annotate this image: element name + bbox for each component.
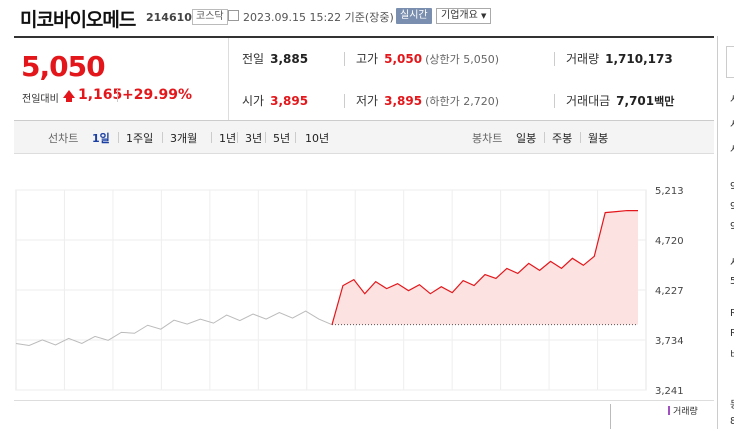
tab-divider xyxy=(544,132,545,143)
tab-10y[interactable]: 10년 xyxy=(305,132,330,145)
price-chart: 5,213 4,720 4,227 3,734 3,241 xyxy=(15,186,684,397)
trade-value-label: 거래대금 xyxy=(566,94,611,108)
current-price: 5,050 xyxy=(21,50,106,83)
high-value: 5,050 xyxy=(384,52,423,66)
price-box: 5,050 전일대비 1,165 +29.99% xyxy=(14,38,229,120)
tab-divider xyxy=(162,132,163,143)
side-panel-char: 등 xyxy=(730,396,734,411)
open-label: 시가 xyxy=(242,94,265,108)
trade-value: 거래대금 7,701백만 xyxy=(566,92,674,109)
tab-divider xyxy=(580,132,581,143)
cell-divider xyxy=(344,52,345,66)
side-panel-char: 비 xyxy=(730,346,734,361)
tab-3y[interactable]: 3년 xyxy=(245,132,263,145)
trade-value-unit: 백만 xyxy=(654,95,675,108)
side-panel-char: R xyxy=(730,308,734,319)
side-panel: 시시시999서5RR비등8 xyxy=(717,36,734,429)
volume-legend: 거래량 xyxy=(668,404,698,417)
open-value: 3,895 xyxy=(270,94,309,108)
upper-limit: (상한가 5,050) xyxy=(425,53,499,66)
side-panel-char: 시 xyxy=(730,116,734,131)
change-label: 전일대비 xyxy=(22,94,59,105)
company-info-label: 기업개요 xyxy=(441,10,478,21)
company-info-dropdown[interactable]: 기업개요 ▼ xyxy=(436,8,492,24)
low-price: 저가 3,895 (하한가 2,720) xyxy=(356,92,499,109)
chevron-down-icon: ▼ xyxy=(481,12,487,20)
up-arrow-icon xyxy=(63,90,75,102)
y-tick-label: 4,720 xyxy=(655,236,684,247)
side-panel-char: 8 xyxy=(730,416,734,427)
realtime-button[interactable]: 실시간 xyxy=(396,8,432,24)
side-panel-char: 9 xyxy=(730,221,734,232)
side-panel-char: 서 xyxy=(730,254,734,269)
low-label: 저가 xyxy=(356,94,379,108)
tab-weekly[interactable]: 주봉 xyxy=(552,132,573,145)
price-change: 1,165 xyxy=(78,87,123,103)
price-change-pct: +29.99% xyxy=(122,87,193,103)
candle-chart-label: 봉차트 xyxy=(472,132,503,145)
side-panel-box xyxy=(726,46,734,78)
volume-area xyxy=(14,400,714,429)
tab-1w[interactable]: 1주일 xyxy=(126,132,154,145)
tab-1d[interactable]: 1일 xyxy=(92,132,110,145)
open-price: 시가 3,895 xyxy=(242,92,308,109)
tab-divider xyxy=(211,132,212,143)
tab-daily[interactable]: 일봉 xyxy=(516,132,537,145)
market-badge: 코스닥 xyxy=(192,9,228,25)
tab-divider xyxy=(295,132,296,143)
y-tick-label: 3,734 xyxy=(655,336,684,347)
volume-legend-label: 거래량 xyxy=(673,407,698,417)
volume-swatch xyxy=(668,406,670,415)
y-tick-label: 3,241 xyxy=(655,386,684,397)
lower-limit: (하한가 2,720) xyxy=(425,95,499,108)
stock-name: 미코바이오메드 xyxy=(20,9,136,31)
tab-1y[interactable]: 1년 xyxy=(219,132,237,145)
side-panel-char: 시 xyxy=(730,91,734,106)
change-divider xyxy=(117,89,118,102)
line-chart-label: 선차트 xyxy=(48,132,79,145)
side-panel-char: 5 xyxy=(730,276,734,287)
cell-divider xyxy=(554,52,555,66)
volume-value: 1,710,173 xyxy=(605,52,673,66)
y-tick-label: 5,213 xyxy=(655,186,684,197)
volume-label: 거래량 xyxy=(566,52,600,66)
y-axis-ticks: 5,213 4,720 4,227 3,734 3,241 xyxy=(655,186,684,397)
prev-close-value: 3,885 xyxy=(270,52,309,66)
tab-monthly[interactable]: 월봉 xyxy=(588,132,609,145)
today-area-fill xyxy=(332,210,638,325)
quote-datetime: 2023.09.15 15:22 기준(장중) xyxy=(243,11,394,24)
quote-panel: 5,050 전일대비 1,165 +29.99% 전일 3,885 고가 5,050… xyxy=(14,38,714,121)
prev-close: 전일 3,885 xyxy=(242,50,308,67)
tab-5y[interactable]: 5년 xyxy=(273,132,291,145)
cell-divider xyxy=(344,94,345,108)
low-value: 3,895 xyxy=(384,94,423,108)
tab-3m[interactable]: 3개월 xyxy=(170,132,198,145)
calendar-icon xyxy=(228,10,239,21)
stock-header: 미코바이오메드 214610 코스닥 2023.09.15 15:22 기준(장… xyxy=(0,0,734,34)
cell-divider xyxy=(554,94,555,108)
volume-marker xyxy=(610,404,611,429)
tab-divider xyxy=(118,132,119,143)
trade-value-value: 7,701 xyxy=(616,94,655,108)
prev-session-line xyxy=(15,310,333,346)
header-divider xyxy=(14,36,714,38)
side-panel-char: 9 xyxy=(730,181,734,192)
today-price-line xyxy=(331,209,638,325)
tab-divider xyxy=(237,132,238,143)
stock-code: 214610 xyxy=(146,11,192,24)
side-panel-char: 9 xyxy=(730,201,734,212)
side-panel-char: 시 xyxy=(730,141,734,156)
y-tick-label: 4,227 xyxy=(655,286,684,297)
prev-close-label: 전일 xyxy=(242,52,265,66)
volume-divider xyxy=(14,400,714,401)
volume: 거래량 1,710,173 xyxy=(566,50,673,67)
high-price: 고가 5,050 (상한가 5,050) xyxy=(356,50,499,67)
chart-period-tabs: 선차트 1일 1주일 3개월 1년 3년 5년 10년 봉차트 일봉 주봉 월봉 xyxy=(14,121,714,154)
high-label: 고가 xyxy=(356,52,379,66)
side-panel-char: R xyxy=(730,328,734,339)
tab-divider xyxy=(265,132,266,143)
